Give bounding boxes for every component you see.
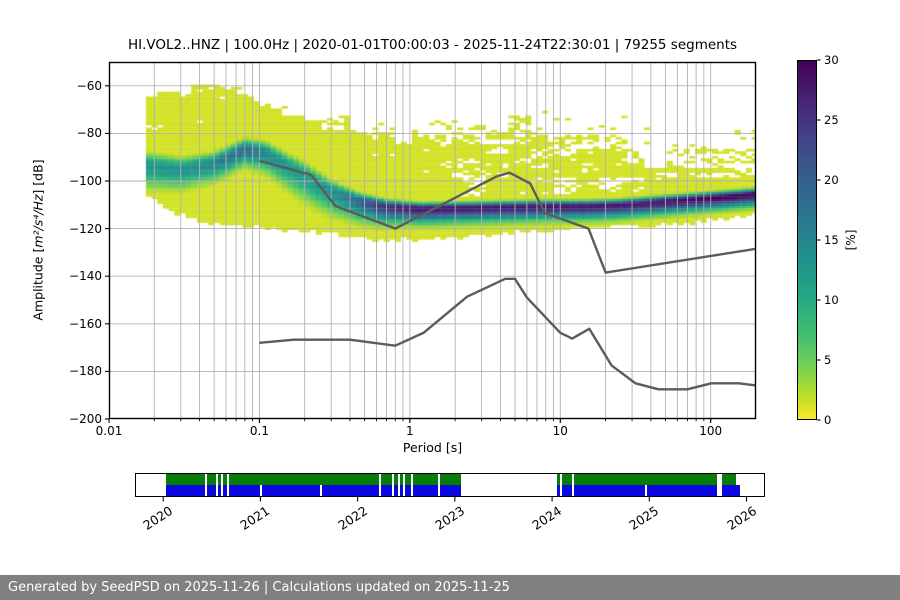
y-axis-label-suffix: ] [dB]: [30, 159, 46, 195]
timeline-segment-availability-green: [722, 474, 736, 485]
timeline-segment-availability-green: [399, 474, 403, 485]
timeline-segment-availability-green: [440, 474, 461, 485]
colorbar-tick-label: 20: [824, 173, 839, 187]
timeline-segment-availability-green: [222, 474, 228, 485]
timeline-segment-availability-blue: [218, 485, 221, 496]
timeline-segment-availability-blue: [381, 485, 392, 496]
x-axis-label: Period [s]: [402, 440, 463, 455]
colorbar-tick-label: 0: [824, 413, 832, 427]
timeline-segment-availability-green: [166, 474, 205, 485]
colorbar-tick-label: 5: [824, 353, 832, 367]
x-tick-label: 0.1: [249, 424, 269, 438]
timeline-year-label: 2024: [529, 503, 565, 533]
colorbar-tick-label: 15: [824, 233, 839, 247]
colorbar: [797, 60, 817, 420]
timeline-year-label: 2022: [334, 503, 370, 533]
colorbar-tick-label: 30: [824, 53, 839, 67]
y-axis-label-units: m²/s⁴/Hz: [30, 194, 46, 248]
timeline-segment-availability-blue: [399, 485, 403, 496]
timeline-segment-availability-green: [218, 474, 221, 485]
y-tick-label: −160: [69, 316, 102, 331]
x-tick-label: 10: [552, 424, 568, 438]
x-tick-label: 0.01: [95, 424, 123, 438]
y-tick-label: −80: [76, 126, 102, 141]
y-tick-label: −140: [69, 269, 102, 284]
timeline-segment-availability-blue: [261, 485, 321, 496]
timeline-segment-availability-blue: [322, 485, 380, 496]
timeline-segment-availability-blue: [562, 485, 573, 496]
colorbar-label: [%]: [844, 229, 858, 251]
colorbar-tick-label: 25: [824, 113, 839, 127]
y-tick-label: −180: [69, 364, 102, 379]
timeline-segment-availability-green: [562, 474, 573, 485]
timeline-segment-availability-blue: [440, 485, 461, 496]
timeline-segment-availability-blue: [229, 485, 261, 496]
timeline-segment-availability-blue: [646, 485, 717, 496]
availability-timeline: [135, 473, 765, 497]
timeline-year-label: 2020: [140, 503, 176, 533]
y-tick-label: −60: [76, 78, 102, 93]
timeline-segment-availability-blue: [206, 485, 217, 496]
timeline-segment-availability-blue: [404, 485, 412, 496]
footer-text: Generated by SeedPSD on 2025-11-26 | Cal…: [8, 580, 510, 595]
footer-bar: Generated by SeedPSD on 2025-11-26 | Cal…: [0, 575, 900, 600]
plot-title: HI.VOL2..HNZ | 100.0Hz | 2020-01-01T00:0…: [127, 37, 738, 53]
timeline-segment-availability-green: [556, 474, 561, 485]
timeline-segment-availability-green: [574, 474, 717, 485]
y-tick-label: −200: [69, 412, 102, 426]
y-tick-label: −100: [69, 174, 102, 188]
timeline-segment-availability-blue: [556, 485, 561, 496]
timeline-segment-availability-blue: [222, 485, 228, 496]
timeline-segment-availability-green: [393, 474, 398, 485]
timeline-segment-availability-blue: [393, 485, 398, 496]
timeline-year-label: 2026: [723, 503, 759, 533]
timeline-segment-availability-green: [404, 474, 412, 485]
timeline-segment-availability-blue: [166, 485, 205, 496]
y-axis-label: Amplitude [m²/s⁴/Hz] [dB]: [31, 159, 46, 320]
y-tick-label: −120: [69, 221, 102, 236]
timeline-segment-availability-blue: [722, 485, 740, 496]
timeline-segment-availability-blue: [574, 485, 645, 496]
y-axis-label-prefix: Amplitude [: [30, 247, 46, 321]
timeline-year-label: 2023: [432, 503, 468, 533]
x-tick-label: 1: [406, 424, 414, 438]
timeline-year-label: 2025: [626, 503, 662, 533]
timeline-segment-availability-green: [229, 474, 380, 485]
timeline-segment-availability-blue: [413, 485, 439, 496]
timeline-year-label: 2021: [237, 503, 273, 533]
x-tick-label: 100: [699, 424, 723, 438]
colorbar-tick-label: 10: [824, 293, 839, 307]
timeline-segment-availability-green: [206, 474, 217, 485]
timeline-segment-availability-green: [413, 474, 439, 485]
timeline-segment-availability-green: [381, 474, 392, 485]
ppsd-heatmap: [109, 62, 756, 419]
